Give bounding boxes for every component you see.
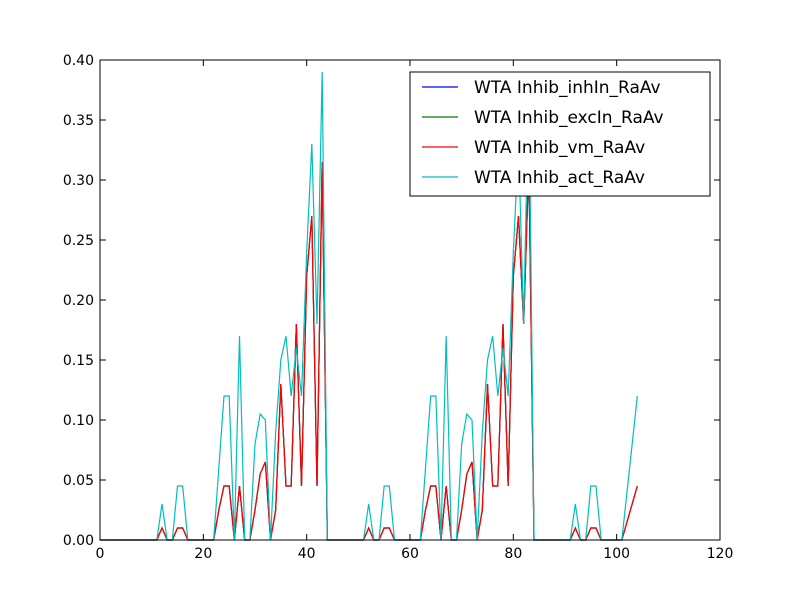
legend-box [409, 71, 711, 197]
y-tick-label: 0.20 [63, 293, 94, 309]
y-tick-label: 0.40 [63, 53, 94, 69]
y-tick-label: 0.05 [63, 473, 94, 489]
legend-label-3: WTA Inhib_act_RaAv [474, 168, 645, 188]
y-tick-label: 0.35 [63, 113, 94, 129]
x-tick-label: 0 [96, 546, 105, 562]
x-tick-label: 100 [603, 546, 630, 562]
x-axis: 0 20 40 60 80 100 120 [96, 60, 734, 562]
legend-label-1: WTA Inhib_excIn_RaAv [474, 108, 664, 128]
y-tick-label: 0.25 [63, 233, 94, 249]
legend-label-2: WTA Inhib_vm_RaAv [474, 138, 645, 158]
legend-label-0: WTA Inhib_inhIn_RaAv [474, 78, 661, 98]
y-axis: 0.00 0.05 0.10 0.15 0.20 0.25 0.30 0.35 0.40 [63, 53, 720, 549]
x-tick-label: 40 [298, 546, 316, 562]
legend: WTA Inhib_inhIn_RaAv WTA Inhib_excIn_RaAv… [409, 71, 711, 197]
x-tick-label: 80 [504, 546, 522, 562]
y-tick-label: 0.00 [63, 533, 94, 549]
y-tick-label: 0.10 [63, 413, 94, 429]
x-tick-label: 20 [194, 546, 212, 562]
y-tick-label: 0.15 [63, 353, 94, 369]
x-tick-label: 60 [401, 546, 419, 562]
x-tick-label: 120 [707, 546, 734, 562]
y-tick-label: 0.30 [63, 173, 94, 189]
